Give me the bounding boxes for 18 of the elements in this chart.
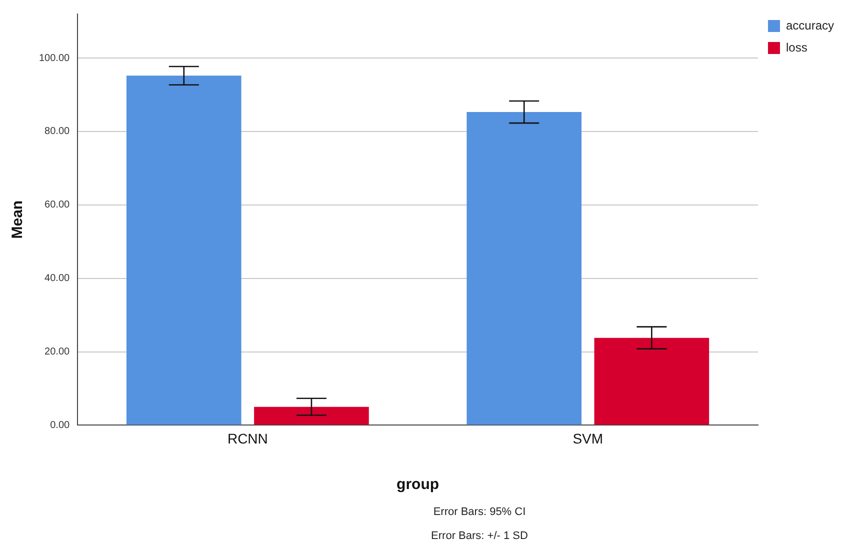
y-tick-label: 20.00 xyxy=(44,346,70,358)
legend-label: loss xyxy=(786,40,808,54)
y-tick-label: 100.00 xyxy=(38,52,70,64)
x-tick-label: SVM xyxy=(572,430,604,446)
bar xyxy=(254,406,369,425)
y-tick-label: 60.00 xyxy=(44,200,70,211)
x-tick-label: RCNN xyxy=(227,430,268,446)
y-tick-label: 80.00 xyxy=(44,126,70,138)
y-axis-title: Mean xyxy=(9,200,26,239)
bar xyxy=(126,76,242,425)
bar xyxy=(466,112,582,425)
bar xyxy=(594,338,710,425)
y-tick-label: 40.00 xyxy=(44,273,70,284)
x-axis-title: group xyxy=(396,476,440,494)
text: Error Bars: +/- 1 SD xyxy=(430,529,529,544)
legend-label: accuracy xyxy=(786,18,834,32)
text: Error Bars: 95% CI xyxy=(432,505,527,520)
y-tick-label: 0.00 xyxy=(50,420,70,431)
